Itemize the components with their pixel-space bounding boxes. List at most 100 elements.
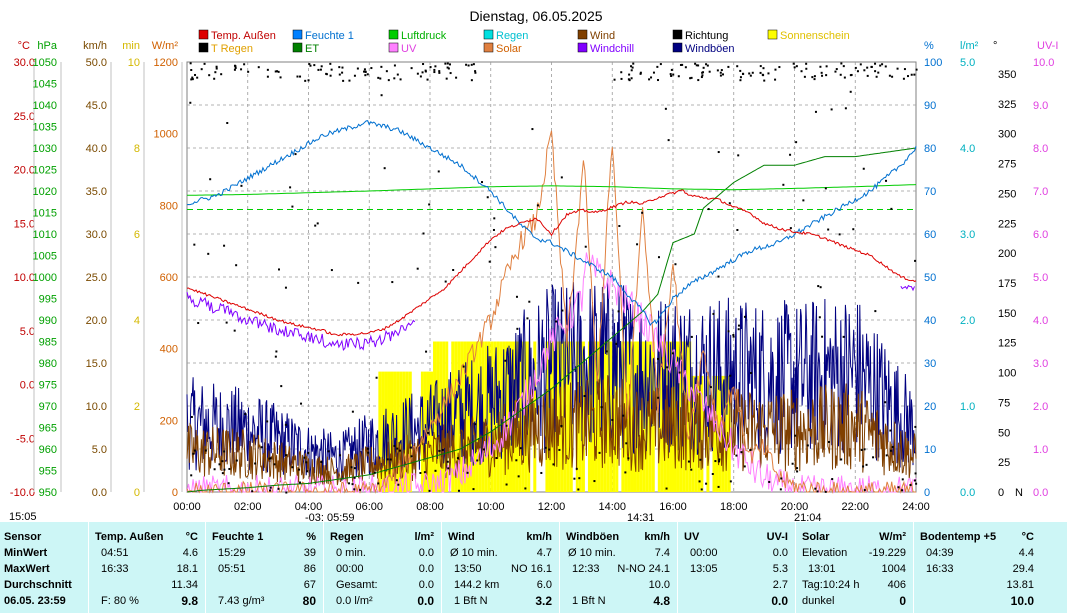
direction-point: [555, 320, 558, 323]
direction-point: [472, 488, 475, 491]
direction-point: [630, 69, 633, 72]
direction-point: [806, 444, 809, 447]
direction-point: [457, 489, 460, 492]
direction-point: [330, 269, 333, 272]
direction-point: [879, 64, 882, 67]
direction-point: [221, 460, 224, 463]
sunshine-bar: [706, 375, 710, 492]
direction-point: [896, 67, 899, 70]
axis-tick-right: 4.0: [960, 143, 975, 155]
direction-point: [204, 449, 207, 452]
direction-point: [748, 72, 751, 75]
solar-title: Solar: [802, 531, 830, 543]
direction-point: [697, 64, 700, 67]
direction-point: [767, 72, 770, 75]
direction-point: [492, 228, 495, 231]
axis-tick-right: 125: [998, 338, 1016, 350]
direction-point: [519, 447, 522, 450]
solar-r3-val: 406: [887, 579, 906, 591]
direction-point: [266, 68, 269, 71]
x-tick: 12:00: [538, 501, 566, 513]
direction-point: [796, 470, 799, 473]
direction-point: [759, 71, 762, 74]
rain-r2-val: 0.0: [418, 563, 434, 575]
axis-tick-left: 400: [160, 344, 178, 356]
sunshine-bar: [484, 341, 488, 492]
direction-point: [762, 67, 765, 70]
direction-point: [380, 94, 383, 97]
direction-point: [648, 78, 651, 81]
x-tick: 24:00: [902, 501, 930, 513]
direction-point: [240, 68, 243, 71]
direction-point: [577, 488, 580, 491]
sunshine-bar: [666, 341, 670, 492]
axis-tick-left: 10: [128, 57, 140, 69]
x-tick: 16:00: [659, 501, 687, 513]
direction-point: [244, 413, 247, 416]
direction-point: [719, 74, 722, 77]
gust-r1-label: Ø 10 min.: [568, 547, 616, 559]
direction-point: [247, 70, 250, 73]
direction-point: [536, 204, 539, 207]
axis-tick-left: 955: [39, 466, 57, 478]
axis-unit-left: °C: [18, 40, 30, 52]
sunshine-bar: [457, 341, 461, 492]
direction-point: [357, 281, 360, 284]
direction-point: [338, 73, 341, 76]
direction-point: [803, 75, 806, 78]
direction-point: [690, 76, 693, 79]
axis-tick-left: 5.0: [92, 444, 107, 456]
direction-point: [452, 268, 455, 271]
direction-point: [792, 62, 795, 65]
annotation-label: 21:04: [794, 512, 822, 522]
direction-point: [897, 486, 900, 489]
direction-point: [763, 79, 766, 82]
direction-point: [353, 488, 356, 491]
direction-point: [835, 68, 838, 71]
x-tick: 04:00: [295, 501, 323, 513]
wind-r3-val: 6.0: [536, 579, 552, 591]
soil-column: Bodentemp +5 °C 04:39 4.4 16:33 29.4 13.81 …: [913, 522, 1034, 613]
direction-point: [889, 449, 892, 452]
direction-point: [639, 72, 642, 75]
direction-point: [233, 329, 236, 332]
direction-point: [759, 65, 762, 68]
direction-point: [891, 446, 894, 449]
direction-point: [583, 395, 586, 398]
x-tick: 14:00: [598, 501, 626, 513]
direction-point: [434, 469, 437, 472]
legend-label: Luftdruck: [401, 30, 447, 42]
direction-point: [251, 490, 254, 493]
direction-point: [805, 62, 808, 65]
axis-unit-left: hPa: [37, 40, 57, 52]
axis-tick-left: 1050: [33, 57, 57, 69]
direction-point: [657, 357, 660, 360]
x-tick: 02:00: [234, 501, 262, 513]
uv-r1-val: 0.0: [772, 547, 788, 559]
direction-point: [632, 62, 635, 65]
direction-point: [863, 489, 866, 492]
direction-point: [739, 76, 742, 79]
direction-point: [377, 76, 380, 79]
direction-point: [854, 66, 857, 69]
direction-point: [482, 448, 485, 451]
series-temp-aussen: [186, 189, 917, 337]
direction-point: [504, 359, 507, 362]
direction-point: [396, 447, 399, 450]
axis-tick-left: 45.0: [86, 100, 107, 112]
soil-last: 10.0: [1010, 594, 1034, 608]
direction-point: [260, 446, 263, 449]
annotation-label: 15:05: [9, 511, 37, 522]
direction-point: [423, 471, 426, 474]
direction-point: [598, 451, 601, 454]
sunshine-bar: [493, 341, 497, 492]
axis-tick-left: 985: [39, 337, 57, 349]
direction-point: [410, 67, 413, 70]
direction-point: [428, 203, 431, 206]
direction-point: [397, 483, 400, 486]
direction-point: [370, 67, 373, 70]
direction-point: [353, 467, 356, 470]
direction-point: [794, 434, 797, 437]
direction-point: [516, 327, 519, 330]
axis-tick-right: 20: [924, 401, 936, 413]
